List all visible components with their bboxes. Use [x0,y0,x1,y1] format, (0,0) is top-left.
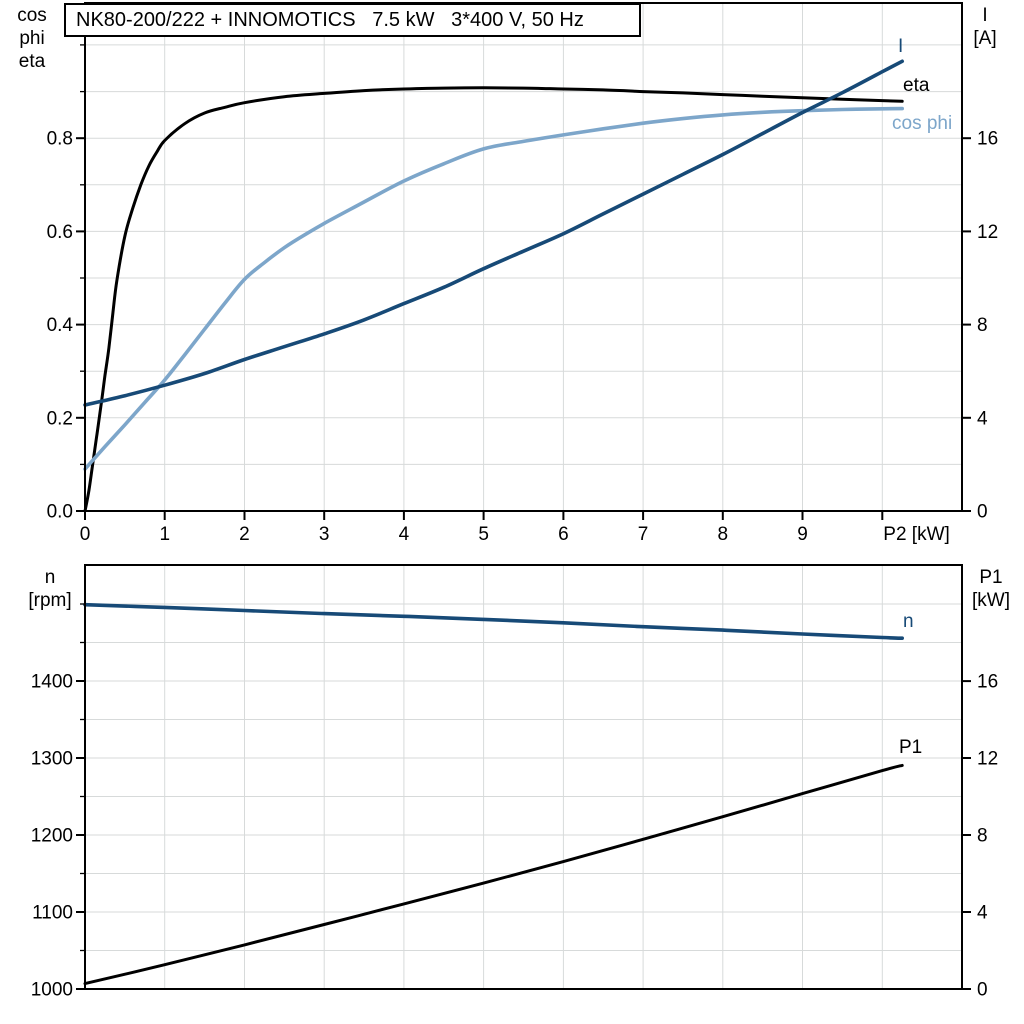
x-tick-label: 4 [399,524,410,545]
left-tick-label: 1100 [32,902,73,923]
x-tick-label: P2 [kW] [883,524,950,545]
plot-frame [84,2,963,512]
left-axis-label-rpm: [rpm] [28,590,72,611]
top-chart-right-axis-label: I [A] [959,4,1011,50]
left-tick-label: 1300 [31,748,73,769]
chart-title: NK80-200/222 + INNOMOTICS 7.5 kW 3*400 V… [76,8,584,31]
left-axis-label-n: n [44,567,56,588]
left-tick-label: 0.2 [47,408,73,429]
curve-P1 [83,763,904,986]
x-tick-label: 2 [239,524,250,545]
left-tick-label: 0.6 [47,222,73,243]
left-tick-label: 1200 [31,825,73,846]
right-tick-label: 8 [977,315,988,336]
right-tick-label: 12 [977,222,998,243]
right-axis-label-I: I [982,5,988,26]
gridlines [85,3,962,511]
left-axis-label-eta: eta [18,51,46,72]
left-tick-label: 0.8 [47,129,73,150]
left-tick-label: 1000 [31,980,73,1001]
right-axis-label-P1: P1 [979,567,1003,588]
curves [83,602,904,986]
curve-n [83,602,904,640]
curve-I [83,59,904,407]
x-tick-label: 5 [478,524,489,545]
left-tick-label: 0.0 [47,502,73,523]
curve-label-cos-phi: cos phi [892,113,952,134]
left-tick-label: 1400 [31,671,73,692]
curve-label-eta: eta [903,75,930,96]
x-tick-label: 3 [319,524,330,545]
bottom-chart: 1000 1100 1200 1300 1400 0 4 8 12 16 n P1 [31,564,998,1001]
curves [83,59,904,513]
gridlines [85,565,962,989]
right-axis-label-kW: [kW] [972,590,1010,611]
x-tick-label: 9 [797,524,808,545]
bottom-chart-left-axis-label: n [rpm] [20,566,80,612]
top-chart-left-axis-label: cos phi eta [2,4,62,73]
right-tick-label: 4 [977,408,988,429]
left-axis-label-cosphi: cos phi [17,5,47,49]
right-tick-label: 12 [977,749,998,770]
right-tick-label: 16 [977,129,998,150]
curve-label-I: I [898,36,903,57]
x-tick-label: 1 [159,524,170,545]
curve-label-n: n [903,611,914,632]
axis-ticks [76,603,971,990]
right-tick-label: 16 [977,672,998,693]
plot-frame [84,564,963,990]
right-tick-label: 8 [977,826,988,847]
x-tick-label: 8 [718,524,729,545]
x-tick-label: 6 [558,524,569,545]
curve-label-P1: P1 [899,737,922,758]
right-tick-label: 0 [977,502,988,523]
curve-eta [83,86,904,513]
chart-title-box: NK80-200/222 + INNOMOTICS 7.5 kW 3*400 V… [64,3,641,37]
bottom-chart-right-axis-label: P1 [kW] [963,566,1019,612]
x-tick-label: 7 [638,524,649,545]
left-tick-label: 0.4 [47,315,74,336]
axis-ticks [76,44,971,520]
x-tick-label: 0 [80,524,91,545]
right-axis-label-A: [A] [973,28,997,49]
right-tick-label: 0 [977,980,988,1001]
curve-cos-phi [83,106,904,471]
right-tick-label: 4 [977,903,988,924]
